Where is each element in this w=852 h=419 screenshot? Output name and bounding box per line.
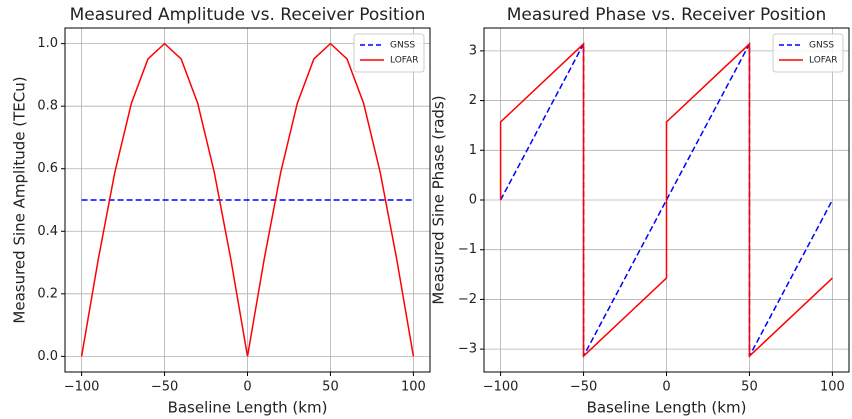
y-tick-label: −3 [458, 342, 477, 357]
x-tick-label: −100 [64, 380, 100, 395]
y-tick-label: 0.0 [37, 349, 58, 364]
x-tick-label: −50 [151, 380, 178, 395]
chart-title: Measured Amplitude vs. Receiver Position [70, 5, 426, 25]
y-axis-label: Measured Sine Phase (rads) [430, 95, 448, 304]
legend-label: LOFAR [809, 56, 838, 66]
x-tick-label: 50 [741, 380, 758, 395]
legend-box [353, 33, 425, 73]
legend-box [772, 33, 844, 73]
legend-label: GNSS [809, 41, 834, 51]
y-tick-label: 1 [469, 143, 477, 158]
y-tick-label: −2 [458, 292, 477, 307]
y-tick-label: 0.4 [37, 224, 58, 239]
x-axis-label: Baseline Length (km) [587, 399, 747, 417]
y-tick-label: 1.0 [37, 36, 58, 51]
legend-label: LOFAR [390, 56, 419, 66]
x-tick-label: 100 [820, 380, 845, 395]
axes-frame [483, 27, 850, 373]
y-tick-label: 0.8 [37, 99, 58, 114]
series-line [499, 43, 834, 357]
y-tick-label: −1 [458, 242, 477, 257]
x-tick-label: 0 [662, 380, 670, 395]
legend-label: GNSS [390, 41, 415, 51]
x-axis-label: Baseline Length (km) [168, 399, 328, 417]
y-tick-label: 0 [469, 193, 477, 208]
y-tick-label: 2 [469, 93, 477, 108]
series-line [499, 42, 833, 358]
x-tick-label: −50 [570, 380, 597, 395]
x-tick-label: 50 [322, 380, 339, 395]
x-tick-label: 0 [243, 380, 251, 395]
chart-title: Measured Phase vs. Receiver Position [507, 5, 826, 25]
y-tick-label: 0.6 [37, 161, 58, 176]
axes-frame [64, 27, 431, 373]
y-tick-label: 0.2 [37, 286, 58, 301]
y-tick-label: 3 [469, 43, 477, 58]
y-axis-label: Measured Sine Amplitude (TECu) [11, 76, 29, 323]
x-tick-label: −100 [483, 380, 519, 395]
x-tick-label: 100 [401, 380, 426, 395]
series-line [80, 42, 415, 357]
